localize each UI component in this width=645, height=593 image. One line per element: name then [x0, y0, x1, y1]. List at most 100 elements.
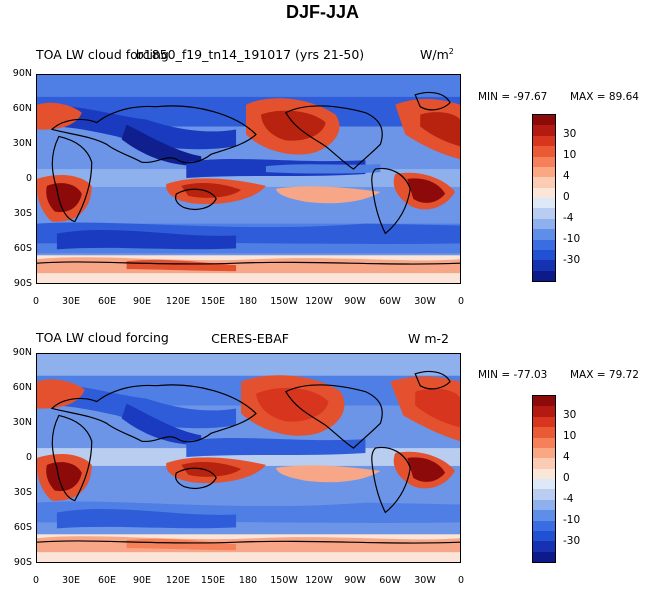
lat-tick-label: 30N	[12, 138, 32, 149]
panel-variable-label: TOA LW cloud forcing	[36, 47, 169, 62]
colorbar-swatch	[533, 249, 555, 261]
colorbar-swatch	[533, 437, 555, 448]
max-value-label: MAX = 79.72	[570, 369, 639, 381]
lat-tick-label: 30S	[13, 208, 32, 219]
colorbar-tick-label: 10	[563, 430, 577, 442]
lon-tick-label: 60E	[97, 575, 117, 586]
lat-tick-label: 60N	[12, 382, 32, 393]
colorbar-tick-label: 30	[563, 409, 577, 421]
lon-tick-label: 90W	[344, 296, 366, 307]
colorbar-swatch	[533, 479, 555, 490]
figure-title: DJF-JJA	[285, 2, 360, 22]
lat-tick-label: 90N	[12, 347, 32, 358]
colorbar-swatch	[533, 489, 555, 500]
lat-tick-label: 90N	[12, 68, 32, 79]
colorbar-swatch	[533, 239, 555, 250]
lon-tick-label: 30W	[414, 296, 436, 307]
colorbar-swatch	[533, 146, 555, 157]
lon-tick-label: 180	[238, 575, 258, 586]
colorbar-swatch	[533, 530, 555, 542]
lat-tick-label: 60S	[13, 522, 32, 533]
colorbar-swatch	[533, 447, 555, 459]
lon-tick-label: 150W	[270, 575, 298, 586]
colorbar-tick-label: -10	[563, 514, 581, 526]
lon-tick-label: 180	[238, 296, 258, 307]
units-text: W m-2	[408, 331, 449, 346]
lat-tick-label: 90S	[13, 557, 32, 568]
lon-tick-label: 150E	[200, 296, 226, 307]
colorbar-swatch	[533, 468, 555, 479]
lon-tick-label: 0	[457, 296, 465, 307]
colorbar-tick-label: 4	[563, 451, 570, 463]
units-superscript: 2	[448, 47, 454, 56]
model-map	[36, 74, 461, 284]
colorbar-swatch	[533, 198, 555, 209]
colorbar-tick-label: -30	[563, 254, 581, 266]
units-label: W/m2	[420, 47, 454, 62]
lat-tick-label: 90S	[13, 278, 32, 289]
colorbar-tick-label: 30	[563, 128, 577, 140]
observations-map	[36, 353, 461, 563]
colorbar-swatch	[533, 406, 555, 417]
colorbar-swatch	[533, 260, 555, 271]
lon-tick-label: 0	[457, 575, 465, 586]
lat-tick-label: 30S	[13, 487, 32, 498]
colorbar-swatch	[533, 270, 555, 281]
colorbar-tick-label: -30	[563, 535, 581, 547]
lon-tick-label: 60W	[379, 575, 401, 586]
colorbar-swatch	[533, 229, 555, 240]
lon-tick-label: 120W	[305, 575, 333, 586]
colorbar-swatch	[533, 125, 555, 136]
colorbar-swatch	[533, 218, 555, 230]
lon-tick-label: 60E	[97, 296, 117, 307]
panel-case-label: b1850_f19_tn14_191017 (yrs 21-50)	[135, 47, 365, 62]
lon-tick-label: 30E	[61, 296, 81, 307]
colorbar-swatch	[533, 396, 555, 407]
colorbar-swatch	[533, 520, 555, 531]
lon-tick-label: 150E	[200, 575, 226, 586]
colorbar-swatch	[533, 458, 555, 469]
lon-tick-label: 0	[32, 296, 40, 307]
min-value-label: MIN = -77.03	[478, 369, 548, 381]
colorbar-swatch	[533, 208, 555, 219]
panel-variable-label: TOA LW cloud forcing	[36, 330, 169, 345]
colorbar-swatch	[533, 135, 555, 147]
lon-tick-label: 120W	[305, 296, 333, 307]
colorbar-tick-label: 0	[563, 191, 570, 203]
units-label: W m-2	[408, 331, 449, 346]
colorbar-tick-label: -4	[563, 493, 574, 505]
lat-tick-label: 0	[25, 452, 32, 463]
colorbar-swatch	[533, 499, 555, 511]
colorbar-swatch	[533, 115, 555, 126]
lon-tick-label: 90W	[344, 575, 366, 586]
colorbar-tick-label: 4	[563, 170, 570, 182]
colorbar	[532, 114, 556, 282]
colorbar-swatch	[533, 510, 555, 521]
lon-tick-label: 120E	[165, 296, 191, 307]
colorbar-swatch	[533, 416, 555, 428]
colorbar-swatch	[533, 156, 555, 167]
lon-tick-label: 90E	[132, 575, 152, 586]
lat-tick-label: 60N	[12, 103, 32, 114]
max-value-label: MAX = 89.64	[570, 91, 639, 103]
colorbar-swatch	[533, 177, 555, 188]
lat-tick-label: 0	[25, 173, 32, 184]
panel-case-label: CERES-EBAF	[211, 331, 289, 346]
colorbar-tick-label: 10	[563, 149, 577, 161]
colorbar-swatch	[533, 541, 555, 552]
lon-tick-label: 90E	[132, 296, 152, 307]
lon-tick-label: 120E	[165, 575, 191, 586]
units-text: W/m	[420, 47, 449, 63]
min-value-label: MIN = -97.67	[478, 91, 548, 103]
colorbar-tick-label: -10	[563, 233, 581, 245]
lon-tick-label: 60W	[379, 296, 401, 307]
colorbar-swatch	[533, 166, 555, 178]
lon-tick-label: 0	[32, 575, 40, 586]
lat-tick-label: 30N	[12, 417, 32, 428]
lon-tick-label: 30E	[61, 575, 81, 586]
colorbar-swatch	[533, 551, 555, 562]
lat-tick-label: 60S	[13, 243, 32, 254]
colorbar-swatch	[533, 187, 555, 198]
lon-tick-label: 30W	[414, 575, 436, 586]
lon-tick-label: 150W	[270, 296, 298, 307]
